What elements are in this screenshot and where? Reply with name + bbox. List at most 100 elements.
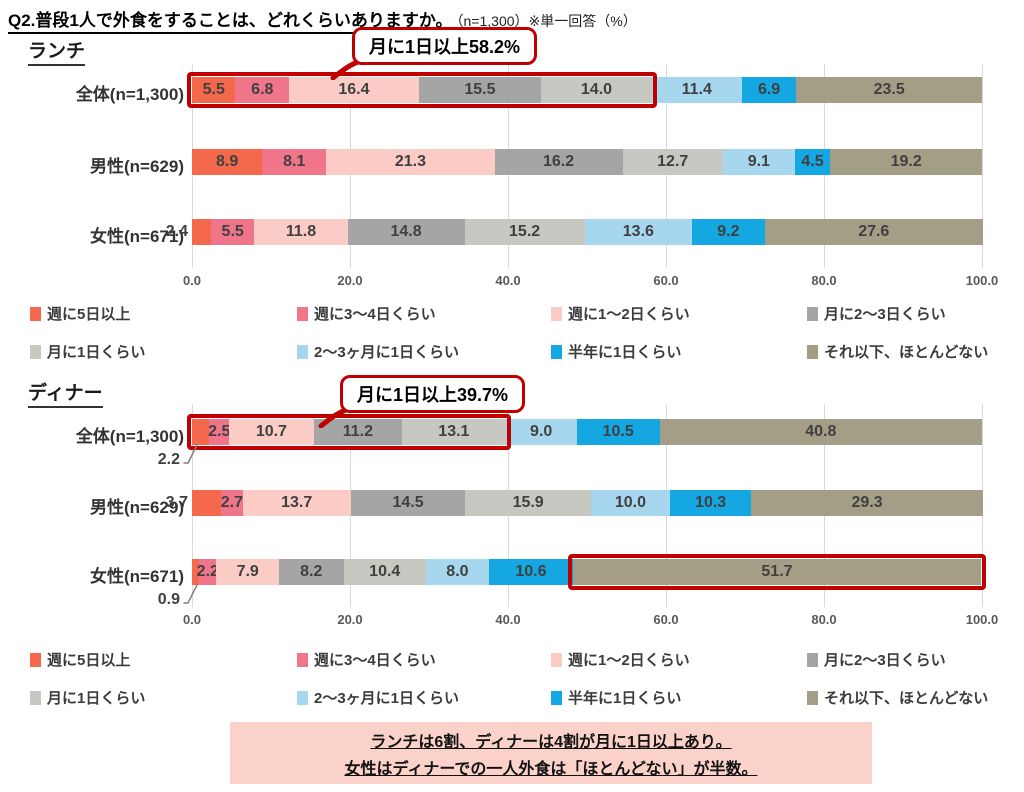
- legend-item: 週に1～2日くらい: [551, 649, 690, 670]
- callout-bubble-lunch: 月に1日以上58.2%: [352, 27, 538, 65]
- legend-item: 月に1日くらい: [30, 341, 145, 362]
- legend-label: 月に1日くらい: [47, 344, 146, 361]
- bar-segment: 9.2: [692, 219, 765, 245]
- value-label-outside: 3.7: [165, 494, 188, 511]
- value-label: 8.1: [283, 153, 306, 170]
- bar-segment: 10.6: [489, 559, 573, 585]
- legend-swatch-icon: [551, 690, 562, 705]
- legend-item: それ以下、ほとんどない: [807, 687, 988, 708]
- legend-item: 週に5日以上: [30, 303, 130, 324]
- bar-segment: 8.0: [425, 559, 490, 585]
- value-label: 8.9: [216, 153, 239, 170]
- bar-segment: 16.4: [289, 77, 419, 103]
- bar-segment: [192, 490, 222, 516]
- axis-tick-label: 40.0: [495, 612, 521, 627]
- highlight-box: [187, 414, 511, 450]
- legend-label: 週に5日以上: [47, 306, 131, 323]
- legend-label: 週に3～4日くらい: [314, 306, 436, 323]
- legend-swatch-icon: [807, 652, 818, 667]
- legend-swatch-icon: [297, 306, 308, 321]
- bar-segment: 51.7: [572, 559, 982, 585]
- value-label: 5.5: [221, 223, 244, 240]
- bar-segment: 27.6: [764, 219, 983, 245]
- chart-title-lunch: ランチ: [28, 36, 86, 66]
- legend-item: それ以下、ほとんどない: [807, 341, 988, 362]
- legend-item: 週に3～4日くらい: [297, 303, 436, 324]
- bar-segment: 6.8: [235, 77, 290, 103]
- value-label: 9.1: [747, 153, 770, 170]
- legend-swatch-icon: [30, 652, 41, 667]
- value-label: 6.8: [251, 81, 274, 98]
- bar-segment: 19.2: [830, 149, 982, 175]
- value-label: 14.5: [392, 494, 424, 511]
- summary-note-line1: ランチは6割、ディナーは4割が月に1日以上あり。: [370, 733, 732, 751]
- legend-item: 月に2～3日くらい: [807, 303, 946, 324]
- bar-segment: 2.7: [220, 490, 244, 516]
- value-label: 4.5: [801, 153, 824, 170]
- legend-item: 週に5日以上: [30, 649, 130, 670]
- axis-tick-label: 0.0: [182, 612, 202, 627]
- bar-segment: 2.2: [197, 559, 219, 585]
- value-label: 7.9: [236, 563, 259, 580]
- legend-label: 週に3～4日くらい: [314, 652, 436, 669]
- value-label-below: 0.9: [157, 591, 180, 608]
- value-label: 5.5: [202, 81, 225, 98]
- axis-tick-label: 20.0: [337, 273, 363, 288]
- bar-segment: 9.0: [505, 419, 577, 445]
- legend-swatch-icon: [551, 306, 562, 321]
- legend-swatch-icon: [30, 344, 41, 359]
- bar-segment: 9.1: [722, 149, 795, 175]
- value-label: 14.8: [390, 223, 422, 240]
- leader-line: [183, 442, 199, 471]
- category-label: 全体(n=1,300): [75, 85, 184, 104]
- value-label: 11.8: [285, 223, 317, 240]
- legend-item: 半年に1日くらい: [551, 687, 681, 708]
- legend-swatch-icon: [297, 690, 308, 705]
- axis-tick-label: 60.0: [653, 612, 679, 627]
- category-label: 男性(n=629): [90, 157, 184, 176]
- legend-swatch-icon: [807, 344, 818, 359]
- legend-swatch-icon: [30, 690, 41, 705]
- value-label: 29.3: [851, 494, 883, 511]
- legend-label: 週に5日以上: [47, 652, 131, 669]
- bar-segment: 5.5: [210, 219, 255, 245]
- category-label: 女性(n=671): [90, 567, 184, 586]
- bar-segment: 11.2: [313, 419, 403, 445]
- bar-segment: [192, 559, 200, 585]
- bar-segment: 14.5: [350, 490, 466, 516]
- value-label: 10.7: [255, 423, 287, 440]
- page-title: Q2.普段1人で外食をすることは、どれくらいありますか。: [8, 11, 453, 34]
- bar-segment: 15.5: [418, 77, 542, 103]
- bar-segment: 10.4: [343, 559, 426, 585]
- legend-label: それ以下、ほとんどない: [824, 344, 989, 361]
- legend-label: 2～3ヶ月に1日くらい: [314, 690, 460, 707]
- bar-segment: 2.5: [208, 419, 231, 445]
- legend-item: 2～3ヶ月に1日くらい: [297, 341, 459, 362]
- category-label: 全体(n=1,300): [75, 427, 184, 446]
- page-subtitle: （n=1,300）※単一回答（%）: [456, 13, 637, 29]
- value-label: 8.0: [446, 563, 469, 580]
- value-label: 2.7: [220, 494, 244, 511]
- legend-swatch-icon: [807, 306, 818, 321]
- bar-segment: [192, 219, 211, 245]
- value-label: 11.2: [342, 423, 374, 440]
- value-label: 12.7: [657, 153, 689, 170]
- value-label: 10.0: [614, 494, 646, 511]
- value-label: 2.5: [208, 423, 231, 440]
- category-label: 女性(n=671): [90, 227, 184, 246]
- bar-segment: 11.8: [254, 219, 348, 245]
- page-header: Q2.普段1人で外食をすることは、どれくらいありますか。 （n=1,300）※単一…: [8, 6, 637, 34]
- legend-label: それ以下、ほとんどない: [824, 690, 989, 707]
- chart-title-dinner: ディナー: [28, 378, 103, 408]
- axis-tick-label: 80.0: [811, 612, 837, 627]
- value-label: 13.7: [281, 494, 313, 511]
- legend-swatch-icon: [551, 652, 562, 667]
- bar-segment: 13.1: [402, 419, 506, 445]
- value-label: 13.1: [438, 423, 470, 440]
- bar-segment: [192, 419, 210, 445]
- legend-label: 月に2～3日くらい: [824, 652, 946, 669]
- bar-segment: 5.5: [192, 77, 236, 103]
- axis-tick-label: 40.0: [495, 273, 521, 288]
- legend-item: 月に1日くらい: [30, 687, 145, 708]
